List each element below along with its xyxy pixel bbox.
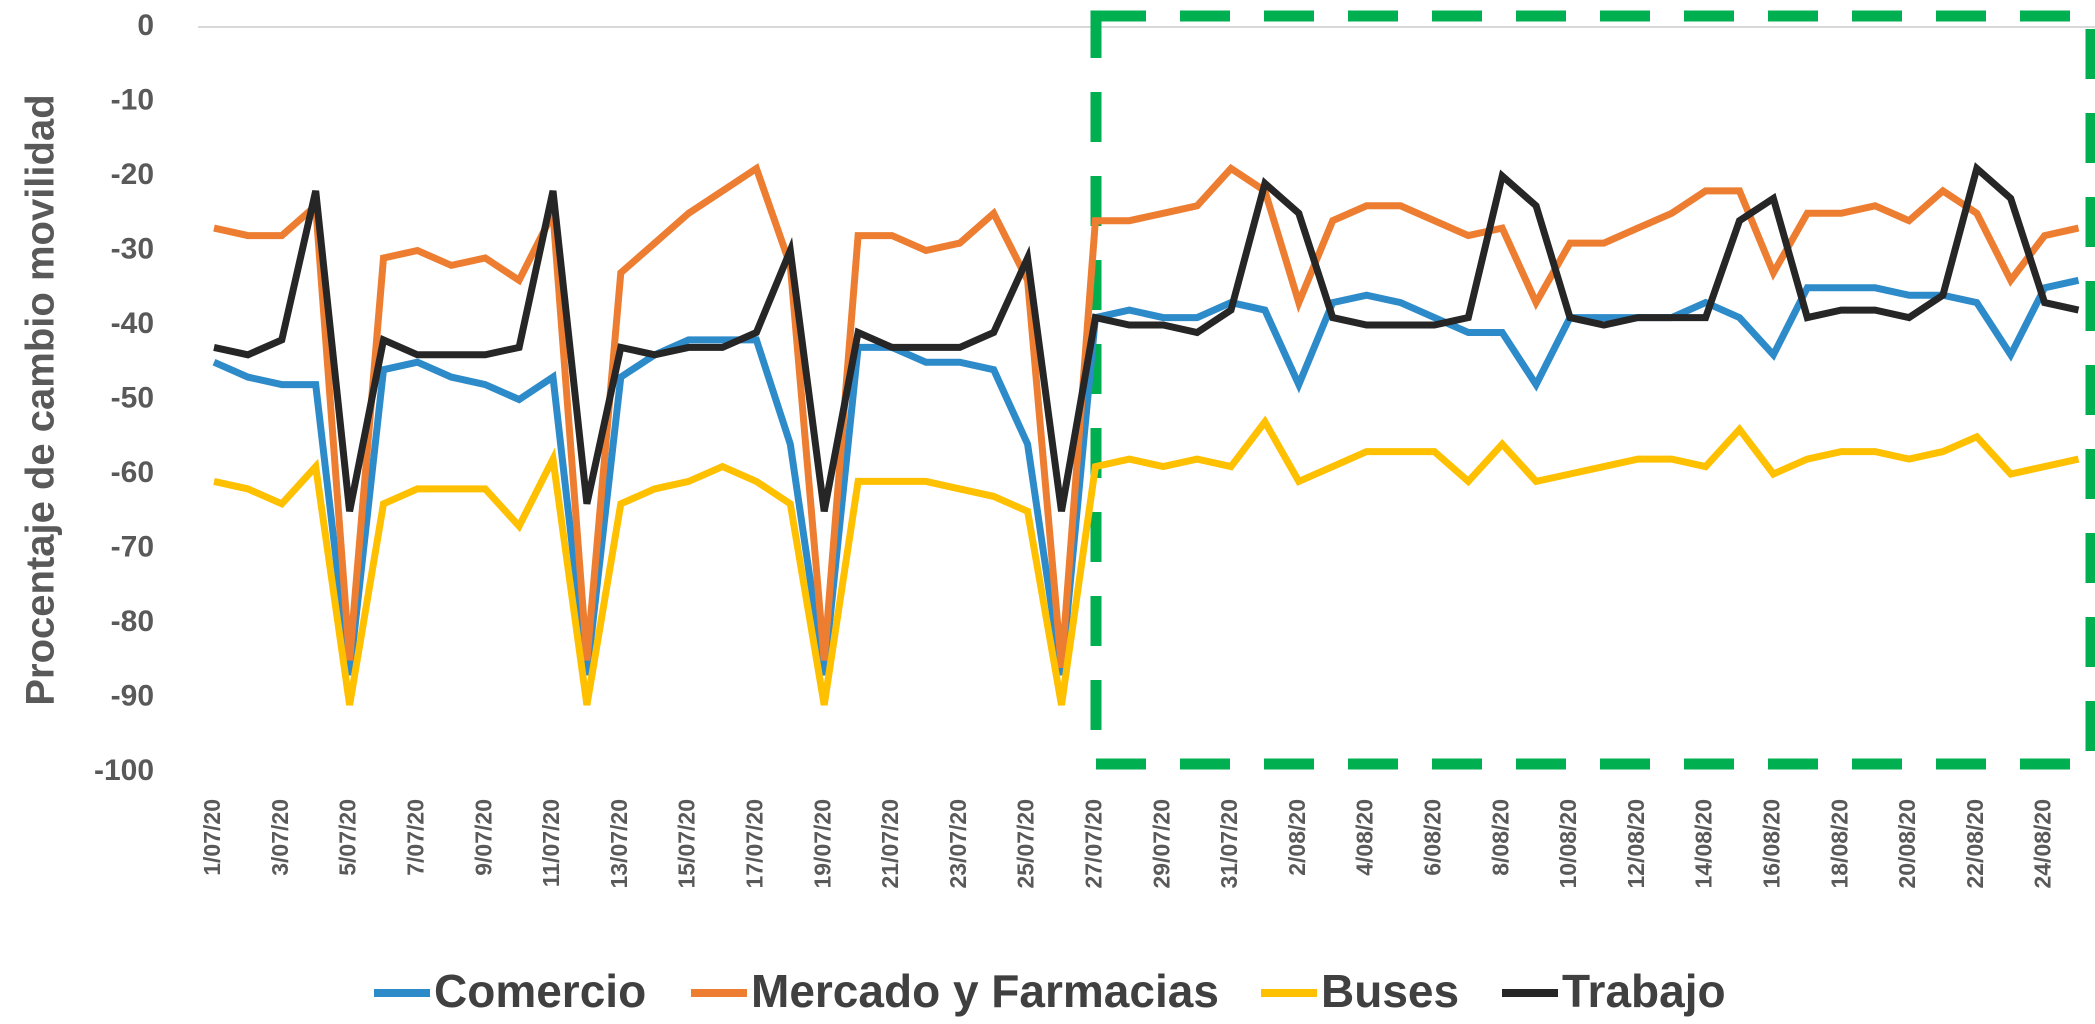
y-tick-label: -90 [111, 679, 154, 712]
x-tick-label: 5/07/20 [335, 799, 361, 876]
x-tick-label: 29/07/20 [1148, 799, 1174, 889]
y-tick-label: -60 [111, 456, 154, 489]
x-tick-label: 16/08/20 [1758, 799, 1784, 889]
legend-label: Buses [1321, 965, 1459, 1017]
x-tick-label: 31/07/20 [1216, 799, 1242, 889]
x-tick-label: 20/08/20 [1894, 799, 1920, 889]
x-tick-label: 17/07/20 [741, 799, 767, 889]
x-tick-label: 8/08/20 [1487, 799, 1513, 876]
y-axis-title: Procentaje de cambio movilidad [19, 94, 63, 705]
x-tick-label: 11/07/20 [538, 799, 564, 887]
x-tick-label: 25/07/20 [1013, 799, 1039, 889]
x-tick-label: 1/07/20 [199, 799, 225, 876]
x-tick-label: 19/07/20 [809, 799, 835, 889]
y-tick-label: 0 [137, 9, 154, 42]
series-line [212, 276, 2080, 676]
y-tick-label: -80 [111, 605, 154, 638]
x-tick-label: 23/07/20 [945, 799, 971, 889]
x-tick-label: 3/07/20 [267, 799, 293, 876]
legend-label: Trabajo [1562, 965, 1726, 1017]
y-tick-label: -40 [111, 307, 154, 340]
x-tick-label: 22/08/20 [1962, 799, 1988, 889]
legend-label: Comercio [434, 965, 646, 1017]
x-tick-label: 10/08/20 [1555, 799, 1581, 889]
x-tick-label: 13/07/20 [606, 799, 632, 889]
y-tick-label: -50 [111, 381, 154, 414]
y-tick-label: -20 [111, 158, 154, 191]
highlight-region [1090, 10, 2095, 770]
x-tick-label: 15/07/20 [674, 799, 700, 889]
x-tick-label: 14/08/20 [1691, 799, 1717, 889]
y-tick-label: -100 [94, 754, 154, 787]
y-tick-label: -30 [111, 232, 154, 265]
x-tick-label: 7/07/20 [402, 799, 428, 876]
x-tick-label: 4/08/20 [1352, 799, 1378, 876]
x-tick-label: 18/08/20 [1826, 799, 1852, 889]
y-tick-label: -70 [111, 530, 154, 563]
x-tick-label: 24/08/20 [2030, 799, 2056, 889]
legend-label: Mercado y Farmacias [751, 965, 1219, 1017]
x-tick-label: 27/07/20 [1080, 799, 1106, 889]
x-tick-label: 21/07/20 [877, 799, 903, 889]
x-tick-label: 12/08/20 [1623, 799, 1649, 889]
x-tick-label: 2/08/20 [1284, 799, 1310, 876]
series-line [213, 163, 2080, 669]
x-tick-label: 6/08/20 [1419, 799, 1445, 876]
y-tick-label: -10 [111, 83, 154, 116]
series-line [213, 162, 2080, 512]
series-line [213, 415, 2080, 706]
x-tick-label: 9/07/20 [470, 799, 496, 876]
